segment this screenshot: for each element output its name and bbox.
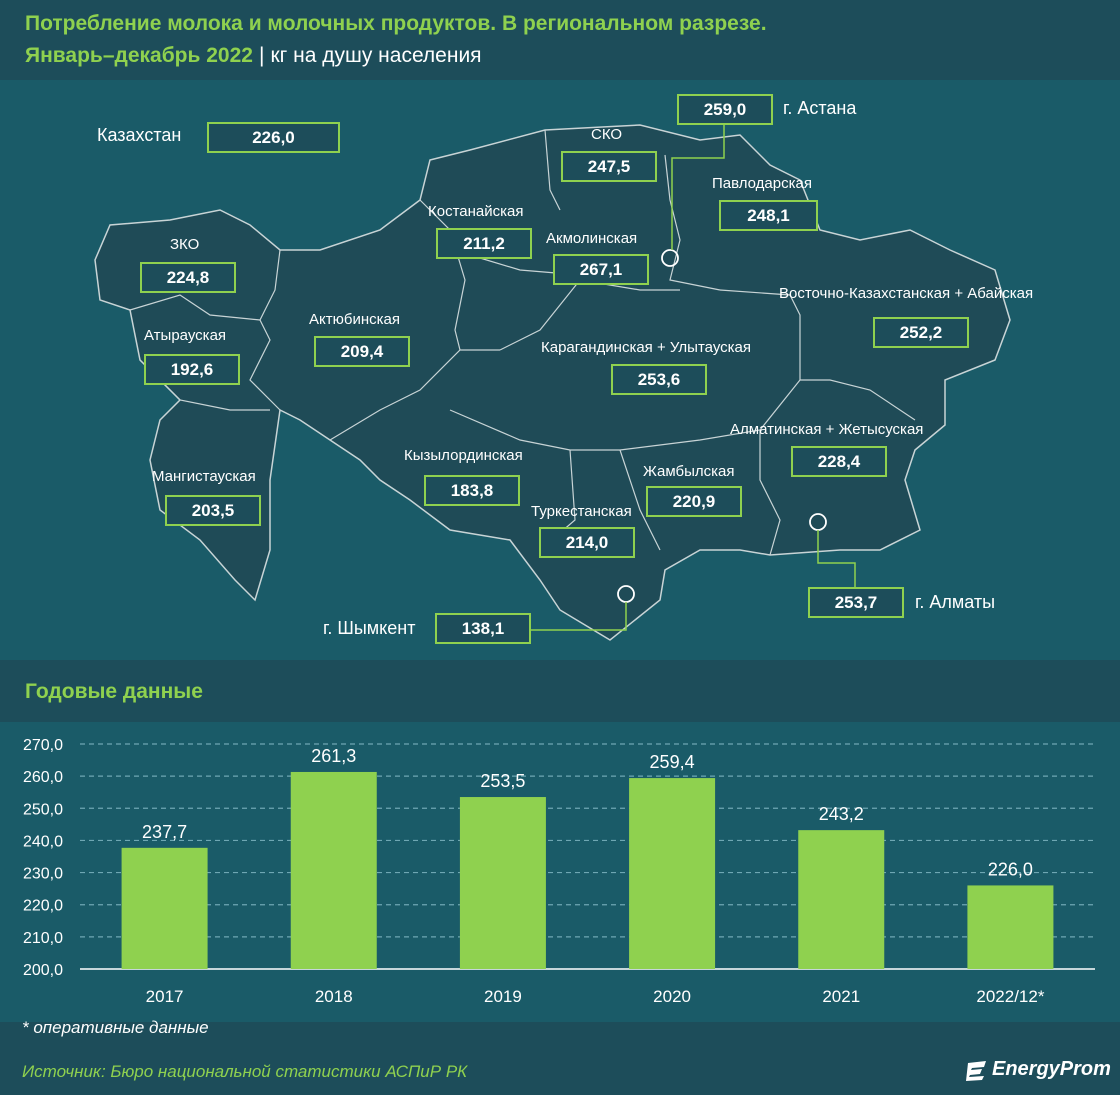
- annual-bar-chart: 200,0 210,0 220,0 230,0 240,0 250,0 260,0 270,0…: [23, 737, 1095, 1006]
- border-zhambyl-almaty: [759, 430, 781, 556]
- shymkent-leader-line: [530, 602, 627, 631]
- bar: [459, 797, 546, 969]
- x-tick-label: 2021: [822, 987, 860, 1006]
- region-value-zko: 224,8: [140, 262, 236, 293]
- region-label-zko: ЗКО: [170, 236, 200, 253]
- border-aktobe-kostanay: [419, 199, 466, 351]
- bar: [798, 830, 885, 969]
- y-tick-label: 230,0: [23, 866, 63, 883]
- region-value-aktobe: 209,4: [314, 336, 410, 367]
- region-value-kostanay: 211,2: [436, 228, 532, 259]
- x-tick-label: 2017: [146, 987, 184, 1006]
- region-borders: [129, 129, 916, 556]
- astana-marker: [661, 249, 679, 267]
- region-label-atyrau: Атырауская: [144, 327, 227, 344]
- y-tick-label: 250,0: [23, 801, 63, 818]
- footnote: * оперативные данные: [22, 1018, 209, 1037]
- region-label-kostanay: Костанайская: [428, 203, 524, 220]
- leader-lines: [530, 124, 856, 631]
- y-tick-label: 270,0: [23, 737, 63, 754]
- bar: [629, 778, 716, 969]
- bar: [967, 885, 1054, 969]
- bar-value-label: 253,5: [480, 771, 525, 791]
- kazakhstan-map: [94, 124, 1011, 641]
- energyprom-logo-icon: [966, 1060, 986, 1081]
- chart-panel: 200,0 210,0 220,0 230,0 240,0 250,0 260,0 270,0…: [0, 722, 1120, 1022]
- region-label-kyzylorda: Кызылординская: [404, 447, 523, 464]
- almaty-leader-line: [817, 530, 856, 590]
- bar-value-label: 243,2: [819, 804, 864, 824]
- border-turkestan-zhambyl: [619, 449, 661, 551]
- x-tick-label: 2022/12*: [976, 987, 1044, 1006]
- page-subtitle: Январь–декабрь 2022 | кг на душу населения: [25, 44, 482, 68]
- source-note: Источник: Бюро национальной статистики А…: [22, 1062, 468, 1081]
- region-value-mangistau: 203,5: [165, 495, 261, 526]
- section-title: Годовые данные: [25, 680, 203, 703]
- bar-value-label: 261,3: [311, 746, 356, 766]
- map-panel: Казахстан 226,0 СКО 247,5 г. Астана 259,…: [0, 80, 1120, 660]
- region-label-shymkent: г. Шымкент: [323, 618, 416, 638]
- y-tick-label: 260,0: [23, 769, 63, 786]
- region-value-turkestan: 214,0: [539, 527, 635, 558]
- region-value-shymkent: 138,1: [435, 613, 531, 644]
- region-label-vko: Восточно-Казахстанская + Абайская: [779, 285, 1034, 302]
- bar-value-label: 237,7: [142, 822, 187, 842]
- x-tick-label: 2019: [484, 987, 522, 1006]
- bar: [121, 847, 208, 969]
- border-akmola-pavlodar: [664, 154, 721, 291]
- border-zko-atyrau: [129, 294, 261, 321]
- border-kostanay-sko: [544, 129, 561, 211]
- region-value-vko: 252,2: [873, 317, 969, 348]
- period-label: Январь–декабрь 2022: [25, 44, 253, 67]
- region-value-akmola: 267,1: [553, 254, 649, 285]
- country-outline: [94, 124, 1011, 641]
- region-value-almaty-region: 228,4: [791, 446, 887, 477]
- national-value: 226,0: [207, 122, 340, 153]
- national-label: Казахстан: [97, 125, 182, 145]
- header: Потребление молока и молочных продуктов.…: [0, 0, 1120, 80]
- region-label-almaty-region: Алматинская + Жетысуская: [730, 421, 924, 438]
- x-tick-label: 2020: [653, 987, 691, 1006]
- region-value-pavlodar: 248,1: [719, 200, 818, 231]
- region-label-pavlodar: Павлодарская: [712, 175, 812, 192]
- region-value-karaganda: 253,6: [611, 364, 707, 395]
- region-value-atyrau: 192,6: [144, 354, 240, 385]
- region-value-almaty-city: 253,7: [808, 587, 904, 618]
- region-label-almaty-city: г. Алматы: [915, 592, 996, 612]
- logo: EnergyProm: [966, 1058, 1111, 1081]
- logo-text: EnergyProm: [992, 1058, 1111, 1080]
- region-label-turkestan: Туркестанская: [531, 503, 632, 520]
- bar: [290, 771, 377, 969]
- border-pavlodar-vko: [719, 289, 801, 380]
- border-karaganda-vko: [800, 379, 916, 421]
- y-tick-label: 210,0: [23, 930, 63, 947]
- region-label-karaganda: Карагандинская + Улытауская: [541, 339, 752, 356]
- region-label-zhambyl: Жамбылская: [643, 463, 735, 480]
- region-label-mangistau: Мангистауская: [152, 468, 256, 485]
- unit-label: кг на душу населения: [270, 44, 482, 67]
- title-separator: |: [258, 44, 265, 67]
- region-value-zhambyl: 220,9: [646, 486, 742, 517]
- bar-value-label: 226,0: [988, 859, 1033, 879]
- region-value-sko: 247,5: [561, 151, 657, 182]
- x-tick-label: 2018: [315, 987, 353, 1006]
- region-label-akmola: Акмолинская: [546, 230, 638, 247]
- region-value-astana: 259,0: [677, 94, 773, 125]
- y-tick-label: 200,0: [23, 962, 63, 979]
- region-label-aktobe: Актюбинская: [309, 311, 400, 328]
- bar-value-label: 259,4: [650, 752, 695, 772]
- border-zko-aktobe: [249, 249, 281, 411]
- astana-leader-line: [671, 124, 725, 250]
- region-label-sko: СКО: [591, 126, 623, 143]
- region-label-astana: г. Астана: [783, 98, 857, 118]
- region-value-kyzylorda: 183,8: [424, 475, 520, 506]
- y-tick-label: 240,0: [23, 833, 63, 850]
- border-aktobe-kyzylorda: [329, 349, 500, 441]
- y-tick-label: 220,0: [23, 898, 63, 915]
- page-title: Потребление молока и молочных продуктов.…: [25, 12, 767, 35]
